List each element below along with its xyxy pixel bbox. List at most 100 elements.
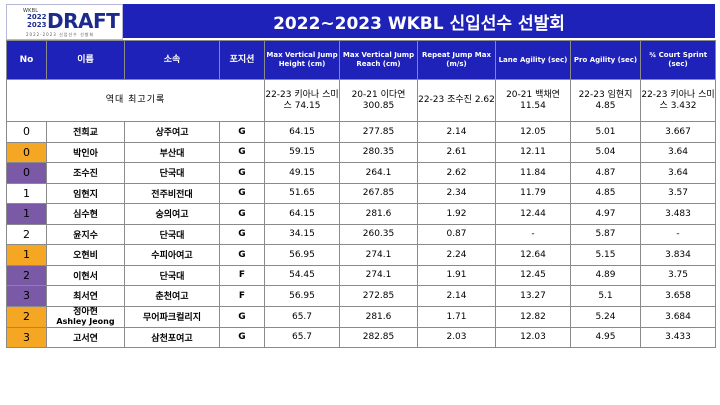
table-row: 1 임현지 전주비전대 G 51.65 267.85 2.34 11.79 4.85 3.57 bbox=[6, 182, 716, 204]
cell-jump-reach: 277.85 bbox=[339, 121, 418, 143]
cell-lane-agility: 12.11 bbox=[495, 141, 571, 163]
cell-name: 조수진 bbox=[46, 162, 125, 184]
col-header-position: 포지션 bbox=[219, 40, 265, 80]
cell-no: 3 bbox=[6, 285, 47, 307]
cell-lane-agility: - bbox=[495, 223, 571, 245]
col-header-name: 이름 bbox=[46, 40, 125, 80]
cell-repeat-jump: 1.91 bbox=[417, 264, 496, 286]
cell-position: G bbox=[219, 182, 265, 204]
cell-pro-agility: 4.89 bbox=[570, 264, 641, 286]
record-lane-agility: 20-21 백채연 11.54 bbox=[495, 79, 571, 122]
cell-team: 단국대 bbox=[124, 264, 220, 286]
col-header-jump-height: Max Vertical Jump Height (cm) bbox=[264, 40, 340, 80]
cell-court-sprint: - bbox=[640, 223, 716, 245]
cell-jump-height: 64.15 bbox=[264, 203, 340, 225]
record-jump-height: 22-23 키아나 스미스 74.15 bbox=[264, 79, 340, 122]
cell-jump-reach: 274.1 bbox=[339, 264, 418, 286]
cell-lane-agility: 12.05 bbox=[495, 121, 571, 143]
logo-year: 2022 2023 bbox=[27, 13, 46, 29]
col-header-jump-reach: Max Vertical Jump Reach (cm) bbox=[339, 40, 418, 80]
cell-jump-height: 64.15 bbox=[264, 121, 340, 143]
cell-team: 전주비전대 bbox=[124, 182, 220, 204]
logo-year-top: 2022 bbox=[27, 13, 47, 21]
cell-pro-agility: 5.87 bbox=[570, 223, 641, 245]
cell-court-sprint: 3.64 bbox=[640, 162, 716, 184]
cell-jump-height: 56.95 bbox=[264, 285, 340, 307]
cell-position: G bbox=[219, 203, 265, 225]
cell-repeat-jump: 1.71 bbox=[417, 305, 496, 328]
cell-court-sprint: 3.684 bbox=[640, 305, 716, 328]
cell-repeat-jump: 2.14 bbox=[417, 285, 496, 307]
cell-jump-reach: 281.6 bbox=[339, 305, 418, 328]
cell-repeat-jump: 2.34 bbox=[417, 182, 496, 204]
cell-jump-height: 54.45 bbox=[264, 264, 340, 286]
table-row: 2 정아현 Ashley Jeong 무어파크컬리지 G 65.7 281.6 1.71 12.… bbox=[6, 305, 716, 328]
cell-team: 수피아여고 bbox=[124, 244, 220, 266]
cell-position: G bbox=[219, 326, 265, 348]
cell-no: 1 bbox=[6, 203, 47, 225]
cell-jump-reach: 282.85 bbox=[339, 326, 418, 348]
col-header-pro-agility: Pro Agility (sec) bbox=[570, 40, 641, 80]
cell-pro-agility: 5.15 bbox=[570, 244, 641, 266]
record-jump-reach: 20-21 이다연 300.85 bbox=[339, 79, 418, 122]
record-label: 역대 최고기록 bbox=[6, 79, 265, 122]
cell-lane-agility: 12.03 bbox=[495, 326, 571, 348]
cell-team: 단국대 bbox=[124, 223, 220, 245]
cell-no: 0 bbox=[6, 162, 47, 184]
cell-lane-agility: 13.27 bbox=[495, 285, 571, 307]
cell-jump-reach: 267.85 bbox=[339, 182, 418, 204]
cell-team: 삼천포여고 bbox=[124, 326, 220, 348]
table-row: 3 고서연 삼천포여고 G 65.7 282.85 2.03 12.03 4.95 3.433 bbox=[6, 326, 716, 348]
cell-no: 1 bbox=[6, 182, 47, 204]
cell-pro-agility: 5.01 bbox=[570, 121, 641, 143]
cell-repeat-jump: 2.03 bbox=[417, 326, 496, 348]
page-title: 2022~2023 WKBL 신입선수 선발회 bbox=[123, 4, 715, 38]
cell-no: 0 bbox=[6, 141, 47, 163]
cell-position: F bbox=[219, 285, 265, 307]
col-header-team: 소속 bbox=[124, 40, 220, 80]
cell-jump-height: 51.65 bbox=[264, 182, 340, 204]
cell-team: 상주여고 bbox=[124, 121, 220, 143]
table-row: 1 심수현 숭의여고 G 64.15 281.6 1.92 12.44 4.97 3.483 bbox=[6, 203, 716, 225]
cell-lane-agility: 12.45 bbox=[495, 264, 571, 286]
logo-draft-word: DRAFT bbox=[47, 9, 120, 33]
table-row: 3 최서연 춘천여고 F 56.95 272.85 2.14 13.27 5.1 3.658 bbox=[6, 285, 716, 307]
cell-team: 부산대 bbox=[124, 141, 220, 163]
cell-repeat-jump: 2.62 bbox=[417, 162, 496, 184]
cell-repeat-jump: 2.24 bbox=[417, 244, 496, 266]
header-row: No 이름 소속 포지션 Max Vertical Jump Height (c… bbox=[6, 40, 716, 80]
title-bar: WKBL 2022 2023 DRAFT 2022-2023 신입선수 선발회 … bbox=[0, 0, 720, 40]
cell-jump-height: 59.15 bbox=[264, 141, 340, 163]
cell-jump-reach: 280.35 bbox=[339, 141, 418, 163]
cell-position: G bbox=[219, 121, 265, 143]
cell-court-sprint: 3.433 bbox=[640, 326, 716, 348]
cell-jump-height: 34.15 bbox=[264, 223, 340, 245]
logo-subtitle: 2022-2023 신입선수 선발회 bbox=[26, 32, 95, 37]
table-row: 0 전희교 상주여고 G 64.15 277.85 2.14 12.05 5.01 3.667 bbox=[6, 121, 716, 143]
cell-pro-agility: 5.24 bbox=[570, 305, 641, 328]
cell-lane-agility: 12.82 bbox=[495, 305, 571, 328]
cell-pro-agility: 4.95 bbox=[570, 326, 641, 348]
record-repeat-jump: 22-23 조수진 2.62 bbox=[417, 79, 496, 122]
cell-name: 전희교 bbox=[46, 121, 125, 143]
cell-jump-height: 49.15 bbox=[264, 162, 340, 184]
cell-name: 심수현 bbox=[46, 203, 125, 225]
cell-no: 2 bbox=[6, 223, 47, 245]
cell-lane-agility: 12.64 bbox=[495, 244, 571, 266]
draft-combine-table: No 이름 소속 포지션 Max Vertical Jump Height (c… bbox=[6, 40, 716, 348]
cell-repeat-jump: 2.14 bbox=[417, 121, 496, 143]
cell-team: 숭의여고 bbox=[124, 203, 220, 225]
table-row: 0 박인아 부산대 G 59.15 280.35 2.61 12.11 5.04 3.64 bbox=[6, 141, 716, 163]
col-header-lane-agility: Lane Agility (sec) bbox=[495, 40, 571, 80]
cell-team: 춘천여고 bbox=[124, 285, 220, 307]
cell-jump-reach: 274.1 bbox=[339, 244, 418, 266]
cell-court-sprint: 3.834 bbox=[640, 244, 716, 266]
cell-lane-agility: 11.79 bbox=[495, 182, 571, 204]
logo-year-bottom: 2023 bbox=[27, 21, 47, 29]
table-row: 1 오현비 수피아여고 G 56.95 274.1 2.24 12.64 5.15 3.834 bbox=[6, 244, 716, 266]
cell-lane-agility: 11.84 bbox=[495, 162, 571, 184]
player-name-en: Ashley Jeong bbox=[56, 316, 115, 326]
cell-position: G bbox=[219, 305, 265, 328]
cell-no: 3 bbox=[6, 326, 47, 348]
table-row: 0 조수진 단국대 G 49.15 264.1 2.62 11.84 4.87 3.64 bbox=[6, 162, 716, 184]
